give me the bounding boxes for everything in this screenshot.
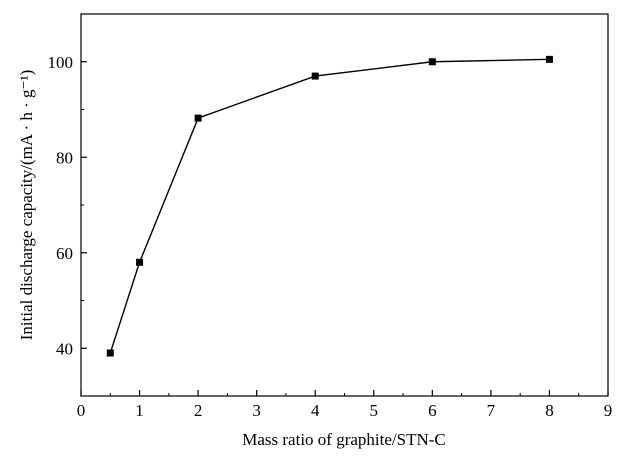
- x-tick-label: 3: [252, 401, 261, 420]
- data-point: [545, 55, 553, 63]
- x-axis-ticks: 0 1 2 3 4 5 6 7 8 9: [77, 390, 613, 420]
- x-tick-label: 2: [194, 401, 203, 420]
- x-tick-label: 1: [135, 401, 144, 420]
- x-tick-label: 5: [370, 401, 379, 420]
- data-point: [194, 114, 202, 122]
- y-tick-label: 80: [56, 148, 73, 167]
- plot-frame: [80, 13, 609, 397]
- y-tick-label: 40: [56, 339, 73, 358]
- y-axis-ticks: 40 60 80 100: [48, 13, 87, 397]
- data-point: [106, 349, 114, 357]
- y-axis-title: Initial discharge capacity/(mA · h · g⁻¹…: [17, 70, 36, 341]
- x-tick-label: 0: [77, 401, 86, 420]
- y-tick-label: 100: [48, 53, 74, 72]
- x-tick-label: 9: [604, 401, 613, 420]
- x-tick-label: 6: [428, 401, 437, 420]
- x-axis-title: Mass ratio of graphite/STN-C: [242, 430, 446, 449]
- x-tick-label: 4: [311, 401, 320, 420]
- y-tick-label: 60: [56, 244, 73, 263]
- series-line: [109, 58, 550, 354]
- data-point: [311, 72, 319, 80]
- x-tick-label: 7: [487, 401, 496, 420]
- x-tick-label: 8: [545, 401, 554, 420]
- series-markers: [106, 55, 553, 357]
- data-point: [136, 258, 144, 266]
- data-point: [428, 58, 436, 66]
